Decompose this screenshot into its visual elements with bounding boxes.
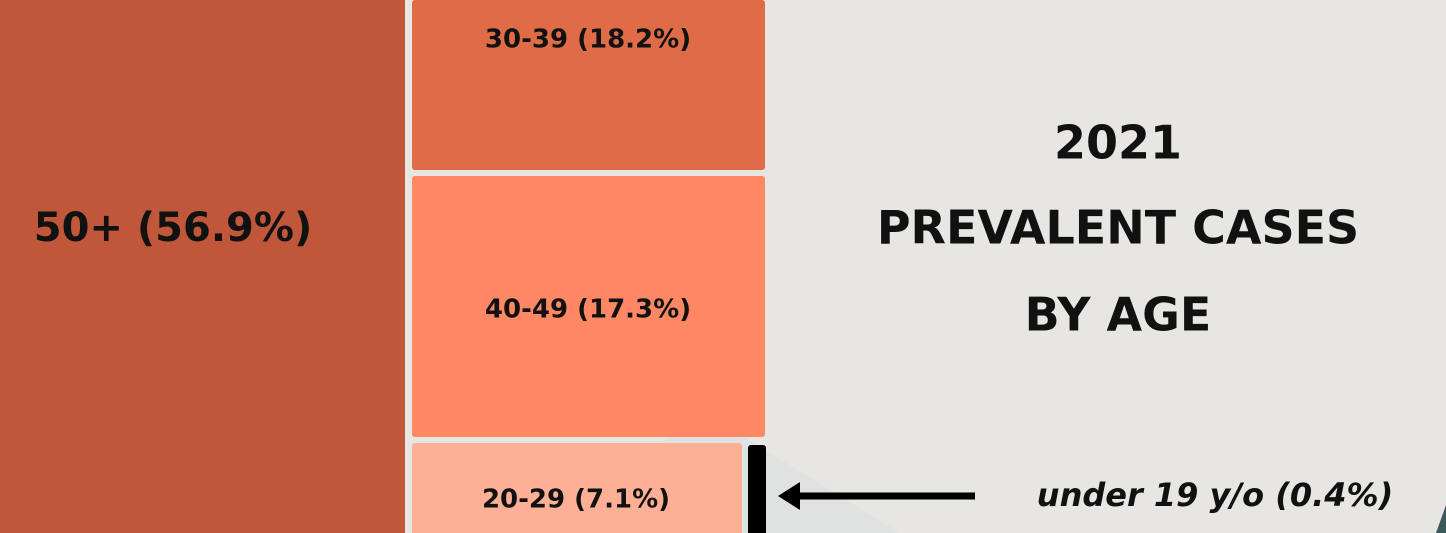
title-line: PREVALENT CASES [877, 201, 1359, 255]
treemap-cell [748, 445, 766, 533]
cell-label: 30-39 (18.2%) [485, 25, 691, 55]
corner-shape [1436, 505, 1446, 533]
treemap-cell [412, 0, 765, 170]
cell-label: under 19 y/o (0.4%) [1037, 476, 1393, 514]
arrow-head [778, 482, 800, 510]
cell-label: 50+ (56.9%) [34, 205, 312, 251]
cell-label: 20-29 (7.1%) [482, 485, 670, 515]
title-line: BY AGE [1025, 288, 1212, 342]
cell-label: 40-49 (17.3%) [485, 295, 691, 325]
treemap-cell [412, 176, 765, 437]
title-line: 2021 [1054, 116, 1182, 170]
treemap-cell [0, 0, 405, 533]
treemap-cell [412, 443, 742, 533]
